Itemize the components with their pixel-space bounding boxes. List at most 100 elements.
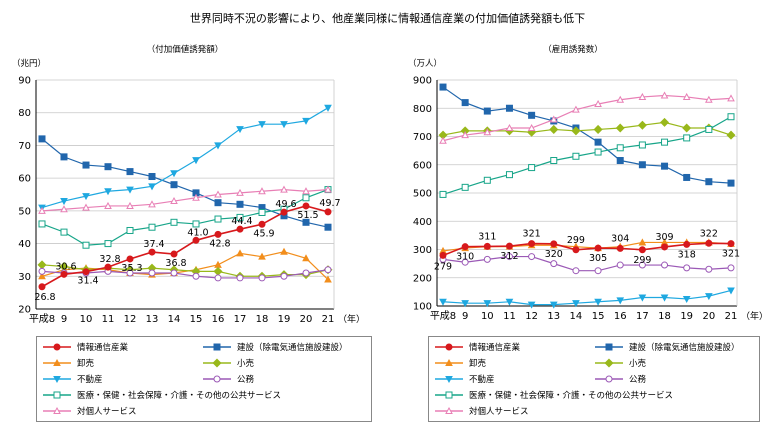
- data-label: 42.8: [209, 238, 230, 249]
- data-point-public: [324, 266, 332, 274]
- data-point-personal: [170, 196, 178, 205]
- legend-item-realestate: 不動産: [435, 373, 495, 385]
- legend-marker: [445, 343, 453, 351]
- data-point-realestate: [60, 198, 68, 206]
- chart-title: （付加価値誘発額）: [147, 44, 224, 55]
- x-tick-label: 13: [146, 314, 159, 325]
- data-point-public: [661, 261, 669, 269]
- data-point-wholesale: [302, 254, 310, 262]
- data-point-public: [616, 261, 624, 269]
- data-point-construction: [82, 161, 90, 169]
- data-point-medical: [483, 176, 491, 184]
- data-point-retail: [549, 124, 559, 134]
- y-tick-label: 800: [413, 104, 432, 115]
- x-axis-unit: （年）: [741, 310, 768, 322]
- data-label: 312: [500, 251, 518, 262]
- data-point-public: [505, 253, 513, 261]
- series-realestate: [38, 104, 332, 212]
- legend-item-personal: 対個人サービス: [43, 405, 137, 417]
- main-title: 世界同時不況の影響により、他産業同様に情報通信産業の付加価値誘発額も低下: [189, 12, 586, 25]
- data-point-construction: [236, 200, 244, 208]
- y-tick-label: 500: [413, 189, 432, 200]
- data-point-medical: [661, 138, 669, 146]
- legend-label: 医療・保健・社会保障・介護・その他の公共サービス: [77, 391, 282, 401]
- legend-item-public: 公務: [595, 373, 646, 385]
- data-point-medical: [192, 220, 200, 228]
- data-point-public: [638, 261, 646, 269]
- data-point-info: [572, 246, 580, 254]
- data-point-realestate: [682, 295, 691, 303]
- data-point-realestate: [527, 301, 536, 309]
- data-label: 36.8: [165, 258, 186, 269]
- data-point-retail: [593, 124, 603, 134]
- data-point-personal: [705, 95, 713, 103]
- employment-chart: （雇用誘発数） （万人） 100 200 300 400 500 600 700 800 900 平成…: [408, 44, 768, 322]
- data-point-public: [236, 274, 244, 282]
- legend-label: 建設（除電気通信施設建設）: [629, 343, 740, 353]
- data-point-info: [302, 202, 310, 210]
- data-point-public: [550, 260, 558, 268]
- legend-left: 情報通信産業 建設（除電気通信施設建設） 卸売 小売 不動産 公務 医療・保健・社会保障・介…: [36, 336, 372, 422]
- data-point-public: [727, 264, 735, 272]
- series-line-public: [442, 255, 732, 272]
- legend-item-wholesale: 卸売: [43, 357, 94, 369]
- data-point-info: [258, 220, 266, 228]
- series-public: [439, 253, 735, 275]
- data-point-realestate: [572, 300, 580, 308]
- data-point-public: [126, 269, 134, 277]
- data-point-medical: [82, 241, 90, 249]
- legend-item-wholesale: 卸売: [435, 357, 486, 369]
- data-point-realestate: [660, 294, 669, 302]
- data-point-public: [192, 272, 200, 280]
- legend-label: 不動産: [77, 375, 103, 385]
- legend-label: 公務: [629, 375, 647, 385]
- data-point-realestate: [594, 298, 602, 306]
- legend-marker: [213, 375, 221, 383]
- data-point-public: [705, 265, 713, 273]
- x-tick-label: 14: [168, 314, 181, 325]
- data-point-personal: [126, 201, 134, 209]
- data-point-info: [126, 255, 134, 263]
- legend-marker: [445, 391, 453, 399]
- data-point-personal: [727, 94, 735, 102]
- data-point-medical: [258, 208, 266, 216]
- data-point-medical: [439, 190, 447, 198]
- legend-item-info: 情報通信産業: [435, 341, 520, 353]
- data-point-medical: [302, 194, 310, 202]
- legend-marker: [605, 375, 613, 383]
- series-medical: [38, 186, 332, 249]
- legend-marker: [213, 343, 221, 351]
- data-point-medical: [148, 223, 156, 231]
- x-tick-label: 15: [190, 314, 203, 325]
- series-personal: [439, 91, 735, 144]
- legend-label: 公務: [237, 375, 255, 385]
- series-line-medical: [442, 116, 732, 195]
- data-point-personal: [38, 206, 46, 214]
- legend-item-construction: 建設（除電気通信施設建設）: [203, 341, 348, 353]
- data-point-personal: [505, 123, 514, 132]
- x-tick-label: 16: [614, 311, 627, 322]
- data-point-medical: [550, 157, 558, 165]
- legend-label: 情報通信産業: [469, 343, 521, 353]
- legend-label: 小売: [629, 359, 647, 369]
- y-tick-label: 70: [18, 141, 31, 152]
- y-axis-unit: （兆円）: [12, 58, 46, 69]
- data-point-info: [705, 239, 713, 247]
- legend-marker: [212, 358, 222, 368]
- data-point-realestate: [638, 294, 647, 302]
- data-point-construction: [616, 157, 624, 165]
- x-tick-label: 11: [102, 314, 115, 325]
- data-label: 321: [523, 229, 541, 240]
- data-label: 45.9: [253, 228, 274, 239]
- data-label: 35.3: [121, 263, 142, 274]
- data-point-personal: [461, 131, 469, 139]
- legend-marker: [53, 406, 61, 414]
- legend-marker: [445, 376, 453, 384]
- data-point-realestate: [104, 188, 112, 196]
- data-point-personal: [572, 105, 580, 113]
- data-point-realestate: [214, 142, 222, 150]
- legend-item-public: 公務: [203, 373, 254, 385]
- data-point-info: [170, 250, 178, 258]
- x-tick-label: 15: [592, 311, 605, 322]
- data-point-personal: [483, 128, 492, 136]
